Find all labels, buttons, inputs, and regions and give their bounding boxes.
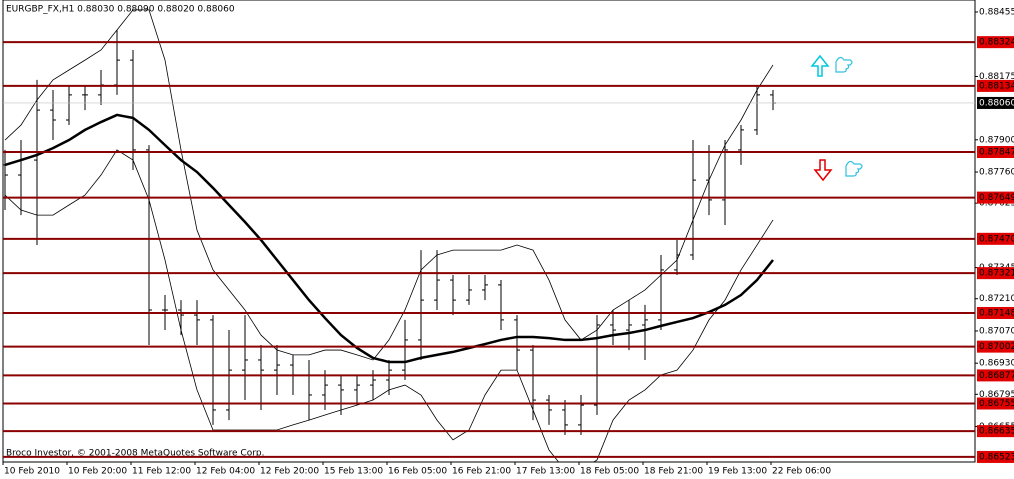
x-tick-label: 12 Feb 04:00 [196, 467, 255, 477]
level-label: 0.86877 [979, 371, 1014, 381]
signal-up [810, 54, 853, 77]
level-label: 0.87470 [979, 234, 1014, 244]
x-tick-label: 16 Feb 21:00 [452, 467, 511, 477]
x-tick-label: 17 Feb 13:00 [516, 467, 575, 477]
level-label: 0.87002 [979, 342, 1014, 352]
level-box [977, 306, 1014, 319]
x-tick-label: 10 Feb 20:00 [68, 467, 127, 477]
x-tick-label: 10 Feb 2010 [4, 467, 60, 477]
copyright: Broco Investor, © 2001-2008 MetaQuotes S… [6, 449, 265, 459]
plot-frame [2, 0, 976, 463]
level-box [977, 36, 1014, 49]
y-tick-label: 0.86795 [979, 390, 1014, 400]
y-tick-label: 0.87210 [979, 294, 1014, 304]
indicator-line [4, 9, 774, 361]
x-tick-label: 15 Feb 13:00 [324, 467, 383, 477]
current-price-label: 0.88060 [979, 98, 1014, 108]
y-tick-label: 0.86930 [979, 359, 1014, 369]
x-tick-label: 12 Feb 20:00 [260, 467, 319, 477]
level-label: 0.87148 [979, 308, 1014, 318]
level-label: 0.86635 [979, 427, 1014, 437]
level-box [977, 191, 1014, 204]
y-tick-label: 0.87760 [979, 168, 1014, 178]
level-label: 0.87649 [979, 193, 1014, 203]
x-tick-label: 11 Feb 12:00 [132, 467, 191, 477]
level-box [977, 146, 1014, 159]
x-tick-label: 22 Feb 06:00 [772, 467, 831, 477]
chart-title: EURGBP_FX,H1 0.88030 0.88090 0.88020 0.8… [6, 5, 235, 15]
level-label: 0.87847 [979, 148, 1014, 158]
level-box [977, 450, 1014, 463]
level-box [977, 369, 1014, 382]
level-label: 0.88134 [979, 81, 1014, 91]
level-box [977, 340, 1014, 353]
y-tick-label: 0.87900 [979, 135, 1014, 145]
y-tick-label: 0.88455 [979, 7, 1014, 17]
signal-down [813, 159, 863, 182]
level-box [977, 232, 1014, 245]
y-tick-label: 0.87625 [979, 199, 1014, 209]
level-box [977, 397, 1014, 410]
level-label: 0.86523 [979, 452, 1014, 462]
level-label: 0.88324 [979, 38, 1014, 48]
x-tick-label: 19 Feb 13:00 [708, 467, 767, 477]
plot [3, 9, 776, 462]
current-price-box [977, 96, 1014, 109]
level-label: 0.87321 [979, 269, 1014, 279]
x-tick-label: 18 Feb 05:00 [580, 467, 639, 477]
level-box [977, 267, 1014, 280]
x-tick-label: 16 Feb 05:00 [388, 467, 447, 477]
y-tick-label: 0.88175 [979, 72, 1014, 82]
level-box [977, 425, 1014, 438]
x-tick-label: 18 Feb 21:00 [644, 467, 703, 477]
y-tick-label: 0.87070 [979, 326, 1014, 336]
level-label: 0.86755 [979, 399, 1014, 409]
level-box [977, 79, 1014, 92]
